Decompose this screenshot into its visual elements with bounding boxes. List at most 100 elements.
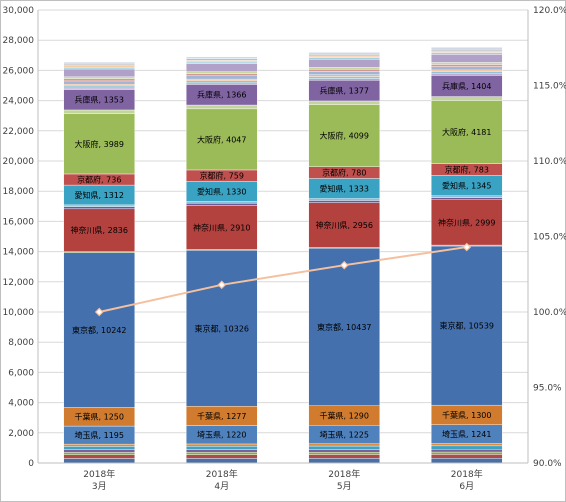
bar-segment — [63, 66, 135, 70]
data-label: 京都府, 736 — [77, 175, 121, 185]
data-label: 愛知県, 1312 — [75, 190, 124, 200]
bar-segment — [186, 63, 258, 72]
bar-segment — [431, 445, 503, 450]
y-tick-label: 10,000 — [3, 308, 35, 318]
data-label: 兵庫県, 1377 — [320, 86, 369, 96]
data-label: 東京都, 10242 — [72, 325, 127, 335]
ratio-line-point — [339, 260, 349, 270]
x-tick-label: 2018年 — [83, 468, 115, 480]
y-tick-label: 16,000 — [3, 217, 35, 227]
bar-segment — [431, 52, 503, 55]
bar-segment — [63, 252, 135, 408]
y2-tick-label: 90.0% — [533, 459, 562, 469]
bar-segment — [63, 78, 135, 82]
data-label: 埼玉県, 1195 — [75, 430, 124, 440]
y2-tick-label: 105.0% — [533, 233, 566, 243]
bar-segment — [63, 452, 135, 455]
bar-segment — [63, 109, 135, 114]
y-tick-label: 0 — [28, 459, 34, 469]
bar-segment — [63, 208, 135, 252]
bar-segment — [63, 443, 135, 447]
bar-segment — [308, 59, 380, 68]
bar-segment — [308, 452, 380, 455]
y2-tick-label: 95.0% — [533, 384, 562, 394]
bar-segment — [308, 449, 380, 453]
ratio-line — [94, 242, 472, 317]
bar-segment — [431, 73, 503, 76]
bar-segment — [63, 68, 135, 78]
axes: 0 2,000 4,000 6,000 8,000 10,000 12,000 14,000 1… — [3, 6, 566, 492]
bar-segment — [186, 458, 258, 464]
bar-segment — [63, 65, 135, 68]
bars: 埼玉県, 1195 千葉県, 1250 東京都, 10242 神奈川県, 2836 愛知… — [63, 47, 503, 464]
bar-segment — [186, 203, 258, 206]
y2-tick-label: 110.0% — [533, 157, 566, 167]
data-label: 兵庫県, 1353 — [75, 95, 124, 105]
bar-segment — [431, 54, 503, 63]
y-tick-label: 2,000 — [8, 429, 34, 439]
bar-segment — [308, 198, 380, 201]
bar-segment — [308, 57, 380, 60]
bar-segment — [308, 454, 380, 459]
data-label: 兵庫県, 1366 — [197, 90, 246, 100]
bar-segment — [431, 62, 503, 65]
x-tick-label: 2018年 — [451, 468, 483, 480]
bar-segment — [308, 202, 380, 248]
x-tick-label: 2018年 — [206, 468, 238, 480]
bar-segment — [308, 78, 380, 81]
bar-segment — [186, 449, 258, 453]
bar-segment — [431, 451, 503, 455]
bar-segment — [186, 58, 258, 61]
data-label: 神奈川県, 2999 — [438, 217, 495, 227]
y-tick-label: 12,000 — [3, 278, 35, 288]
ratio-line-point — [94, 307, 104, 317]
bar-segment — [186, 56, 258, 59]
bar-segment — [308, 100, 380, 105]
bar-segment — [431, 47, 503, 50]
bar-segment — [186, 78, 258, 81]
bar-segment — [308, 52, 380, 55]
bar-segment — [308, 443, 380, 447]
bar-segment — [63, 446, 135, 450]
data-label: 神奈川県, 2956 — [316, 220, 373, 230]
bar-segment — [63, 61, 135, 65]
data-label: 愛知県, 1330 — [197, 186, 246, 196]
bar-segment — [431, 71, 503, 75]
bar-segment — [308, 74, 380, 77]
y2-tick-label: 120.0% — [533, 6, 566, 16]
bar-segment — [308, 247, 380, 406]
bar-segment — [431, 69, 503, 72]
bar-segment — [186, 454, 258, 459]
y-tick-label: 8,000 — [8, 338, 34, 348]
data-label: 大阪府, 4047 — [197, 134, 246, 144]
data-label: 埼玉県, 1225 — [320, 429, 369, 439]
bar-segment — [186, 73, 258, 76]
bar-segment — [63, 113, 135, 175]
ratio-line-point — [462, 242, 472, 252]
bar-segment — [186, 250, 258, 407]
bar-segment — [63, 458, 135, 464]
bar-segment — [308, 76, 380, 79]
bar-segment — [63, 63, 135, 66]
ratio-line-path — [99, 246, 467, 313]
bar-segment — [186, 205, 258, 250]
bar-segment — [431, 50, 503, 53]
y2-tick-label: 115.0% — [533, 82, 566, 92]
bar-segment — [186, 80, 258, 84]
bar-segment — [186, 443, 258, 447]
data-label: 愛知県, 1345 — [442, 181, 491, 191]
bar-segment — [186, 61, 258, 64]
bar-segment — [186, 446, 258, 450]
bar-segment — [431, 458, 503, 464]
bar-segment — [186, 452, 258, 455]
bar-segment — [431, 195, 503, 198]
bar-segment — [308, 200, 380, 203]
y-tick-label: 24,000 — [3, 97, 35, 107]
data-label: 京都府, 780 — [322, 168, 366, 178]
y-tick-label: 18,000 — [3, 187, 35, 197]
bar-segment — [63, 449, 135, 453]
bar-segment — [431, 100, 503, 164]
bar-segment — [308, 104, 380, 167]
bar-segment — [63, 76, 135, 80]
bar-segment — [186, 104, 258, 110]
